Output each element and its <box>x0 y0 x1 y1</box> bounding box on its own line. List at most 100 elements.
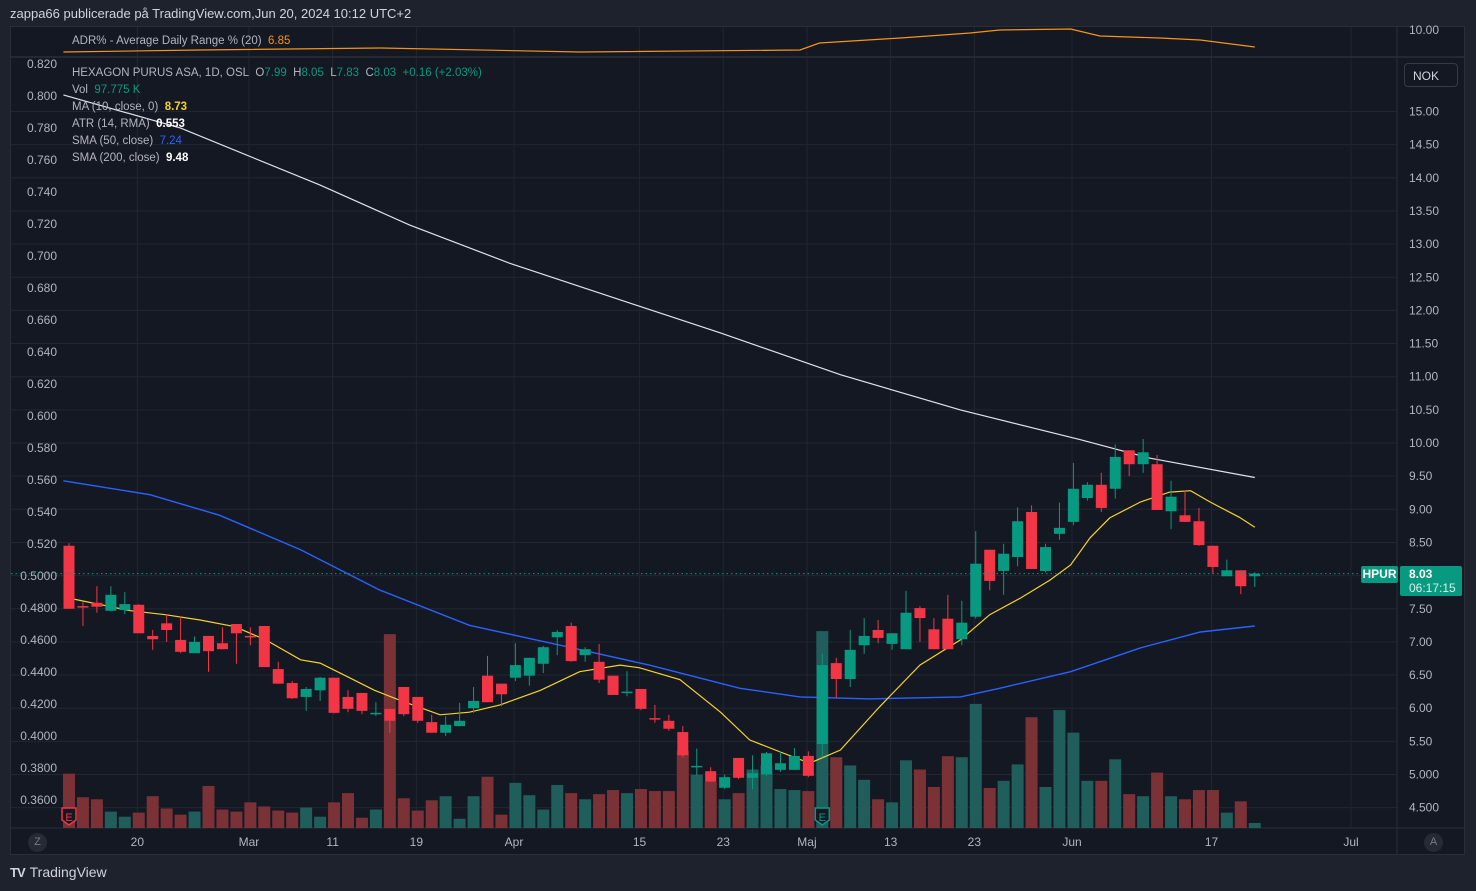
price-axis-label: 13.50 <box>1409 204 1439 218</box>
candle-body <box>1249 573 1261 577</box>
symbol-legend[interactable]: HEXAGON PURUS ASA, 1D, OSL O7.99 H8.05 L… <box>72 67 482 79</box>
volume-value: 97.775 K <box>94 84 141 96</box>
change-value: +0.16 (+2.03%) <box>402 67 482 79</box>
volume-bar <box>579 799 592 828</box>
candle-body <box>286 683 298 699</box>
candle-body <box>761 753 772 775</box>
volume-bar <box>551 784 564 828</box>
volume-bar <box>886 802 899 828</box>
brand-name: TradingView <box>29 864 107 880</box>
chart-frame[interactable] <box>10 26 1465 855</box>
volume-bar <box>202 785 215 828</box>
timezone-button[interactable]: Z <box>28 833 47 852</box>
volume-bar <box>1067 732 1080 828</box>
time-axis-label: 20 <box>131 835 145 849</box>
candle-body <box>1081 484 1093 499</box>
volume-bar <box>941 756 954 828</box>
volume-bar <box>1109 759 1122 828</box>
sma200-legend[interactable]: SMA (200, close) 9.48 <box>72 152 188 164</box>
volume-legend[interactable]: Vol 97.775 K <box>72 84 140 96</box>
sma50-legend[interactable]: SMA (50, close) 7.24 <box>72 135 182 147</box>
price-axis-label: 11.50 <box>1409 337 1438 351</box>
candle-body <box>1123 450 1135 465</box>
candle-body <box>230 623 242 634</box>
volume-bar <box>913 769 926 828</box>
candle-body <box>1179 515 1191 522</box>
high-label: H <box>293 67 302 79</box>
volume-bar <box>774 789 787 828</box>
volume-bar <box>1165 796 1178 828</box>
candle-body <box>147 635 159 640</box>
adr-legend[interactable]: ADR% - Average Daily Range % (20) 6.85 <box>72 35 290 47</box>
candle-body <box>161 623 173 630</box>
low-value: 7.83 <box>336 67 360 79</box>
candle-body <box>1067 488 1079 522</box>
volume-bar <box>537 809 550 828</box>
volume-bar <box>244 802 257 828</box>
left-axis-label: 0.740 <box>27 185 57 199</box>
candle-body <box>998 553 1010 571</box>
volume-bar <box>704 781 717 828</box>
candle-body <box>914 608 926 619</box>
volume-bar <box>1179 799 1191 828</box>
volume-bar <box>118 816 131 828</box>
volume-bar <box>314 816 327 828</box>
sma50-line <box>63 480 1255 700</box>
atr-legend[interactable]: ATR (14, RMA) 0.553 <box>72 118 185 130</box>
candle-body <box>858 635 870 646</box>
price-axis-label: 9.00 <box>1409 502 1433 516</box>
sma200-value: 9.48 <box>165 152 189 164</box>
volume-bar <box>1123 794 1136 828</box>
candle-body <box>621 691 633 694</box>
currency-button[interactable]: NOK <box>1404 63 1458 87</box>
earnings-marker-label: E <box>65 812 72 824</box>
sma200-line <box>63 94 1255 479</box>
volume-bar <box>607 790 620 828</box>
candle-body <box>747 773 759 778</box>
volume-bar <box>565 793 578 828</box>
left-axis-label: 0.4000 <box>20 729 57 743</box>
candle-body <box>1193 521 1205 546</box>
volume-bar <box>746 769 759 828</box>
symbol-price-tag: HPUR <box>1361 566 1398 583</box>
time-axis-label: 17 <box>1205 835 1219 849</box>
open-label: O <box>255 67 265 79</box>
auto-scale-button[interactable]: A <box>1424 833 1443 852</box>
price-axis-label: 10.00 <box>1409 436 1439 450</box>
tradingview-logo-icon: TV <box>10 864 26 880</box>
candle-body <box>509 665 521 678</box>
candle-body <box>830 663 842 680</box>
candle-body <box>733 757 745 778</box>
time-axis-label: 23 <box>968 835 982 849</box>
atr-label: ATR (14, RMA) <box>72 118 150 130</box>
candle-body <box>942 618 954 650</box>
left-axis-label: 0.780 <box>27 121 57 135</box>
candle-body <box>607 675 619 695</box>
time-axis-label: 11 <box>326 835 339 849</box>
earnings-marker-label: E <box>819 812 826 824</box>
volume-bar <box>997 780 1010 828</box>
left-axis-label: 0.520 <box>27 537 57 551</box>
candle-body <box>1109 456 1121 489</box>
volume-bar <box>927 786 940 828</box>
volume-bar <box>453 818 466 828</box>
tradingview-logo[interactable]: TV TradingView <box>10 864 107 880</box>
volume-bar <box>676 751 689 828</box>
price-axis-label: 6.50 <box>1409 668 1433 682</box>
candle-body <box>1235 570 1247 587</box>
volume-bar <box>286 812 299 828</box>
sma50-label: SMA (50, close) <box>72 135 154 147</box>
candle-body <box>482 675 493 703</box>
price-axis-label: 8.50 <box>1409 535 1433 549</box>
price-axis-label: 9.50 <box>1409 469 1433 483</box>
volume-bar <box>425 800 438 828</box>
candle-body <box>454 720 466 727</box>
time-axis-label: Maj <box>797 835 816 849</box>
price-axis-label: 7.00 <box>1409 635 1433 649</box>
ma10-legend[interactable]: MA (10, close, 0) 8.73 <box>72 101 187 113</box>
price-axis-label: 15.00 <box>1409 105 1439 119</box>
volume-bar <box>369 809 382 828</box>
candle-body <box>119 604 131 611</box>
candle-body <box>691 765 703 768</box>
